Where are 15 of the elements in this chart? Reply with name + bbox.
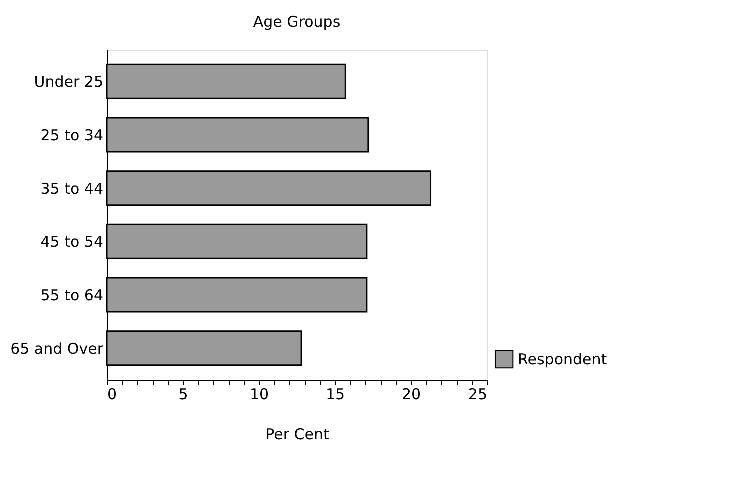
x-tick-label: 15 (326, 386, 346, 404)
y-tick-label: 65 and Over (10, 340, 104, 358)
x-tick-label: 0 (108, 386, 118, 404)
y-tick-label: 25 to 34 (40, 126, 104, 144)
y-tick-label: 35 to 44 (40, 180, 104, 198)
x-tick-label: 10 (250, 386, 270, 404)
y-tick-label: Under 25 (34, 73, 104, 92)
y-tick-label: 55 to 64 (40, 286, 104, 304)
x-tick-label: 25 (468, 386, 488, 404)
x-axis-title: Per Cent (266, 426, 330, 444)
x-tick-label: 5 (178, 386, 188, 404)
legend-label: Respondent (518, 350, 608, 368)
x-tick-label: 20 (402, 386, 422, 404)
y-tick-label: 45 to 54 (40, 233, 104, 252)
chart-title: Age Groups (253, 13, 341, 31)
